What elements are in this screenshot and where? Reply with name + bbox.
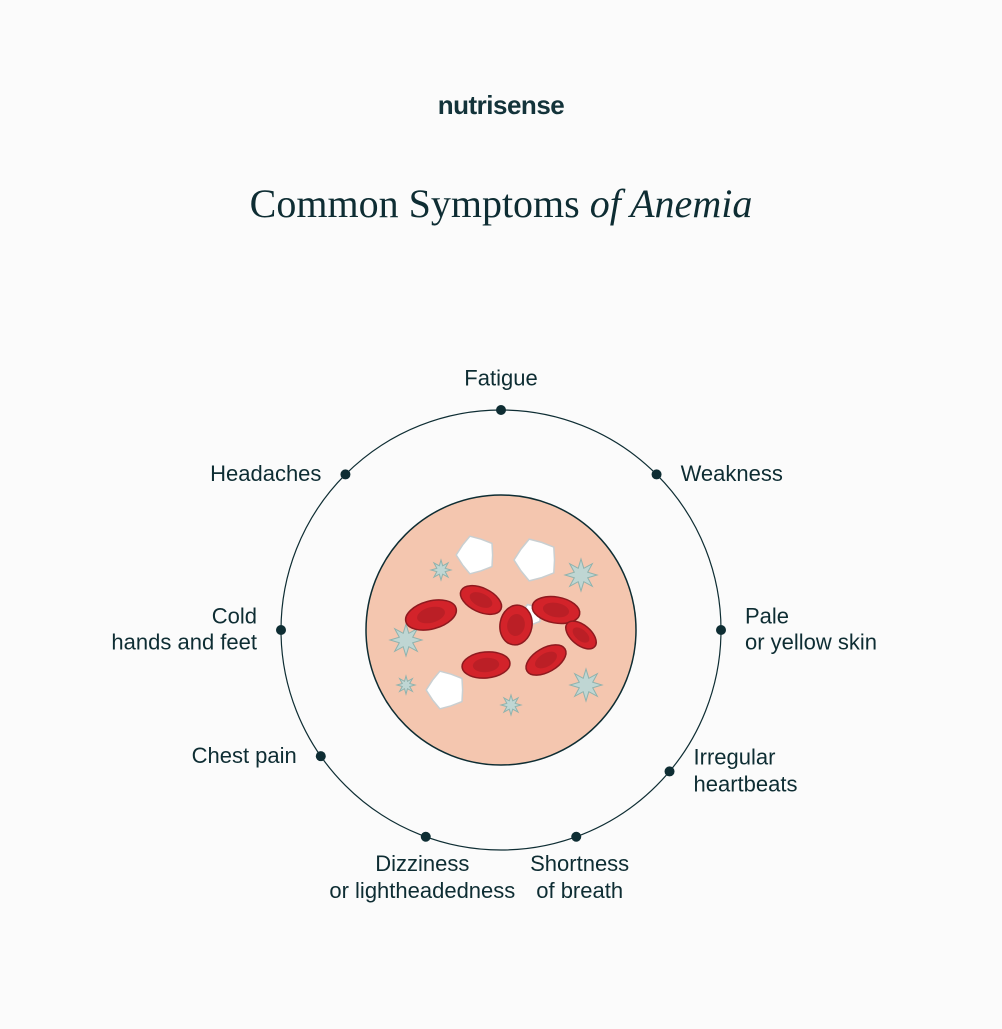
symptom-label: Shortness of breath (530, 851, 629, 904)
symptom-label: Irregular heartbeats (694, 745, 798, 798)
symptom-label: Dizziness or lightheadedness (329, 851, 515, 904)
title-italic: of Anemia (590, 181, 753, 226)
platelet-icon (565, 559, 597, 591)
brand-logo: nutrisense (0, 90, 1002, 121)
symptom-label: Pale or yellow skin (745, 604, 877, 657)
symptom-diagram: Fatigue Weakness Pale or yellow skin Irregu… (0, 310, 1002, 1010)
symptom-dot (571, 832, 581, 842)
symptom-dot (316, 751, 326, 761)
platelet-icon (431, 560, 451, 580)
symptom-dot (716, 625, 726, 635)
symptom-label: Weakness (681, 461, 783, 487)
title-plain: Common Symptoms (250, 181, 590, 226)
diagram-svg (0, 310, 1002, 1010)
symptom-label: Chest pain (192, 743, 297, 769)
symptom-dot (276, 625, 286, 635)
platelet-icon (397, 676, 415, 694)
infographic-page: nutrisense Common Symptoms of Anemia Fat… (0, 0, 1002, 1029)
platelet-icon (501, 695, 521, 715)
symptom-dot (652, 469, 662, 479)
page-title: Common Symptoms of Anemia (0, 180, 1002, 227)
symptom-label: Fatigue (464, 366, 537, 392)
symptom-dot (340, 469, 350, 479)
platelet-icon (570, 669, 602, 701)
symptom-dot (665, 766, 675, 776)
symptom-label: Headaches (210, 461, 321, 487)
symptom-dot (421, 832, 431, 842)
symptom-dot (496, 405, 506, 415)
symptom-label: Cold hands and feet (111, 604, 257, 657)
